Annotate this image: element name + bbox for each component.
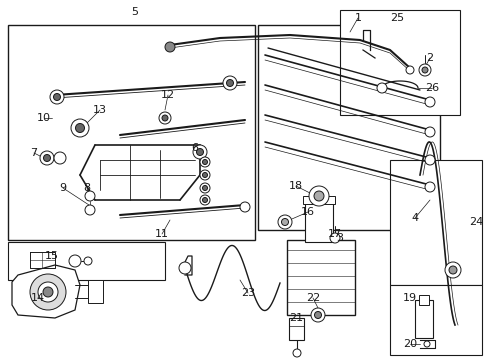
Circle shape: [310, 308, 325, 322]
Circle shape: [84, 257, 92, 265]
Polygon shape: [12, 265, 80, 318]
Circle shape: [405, 66, 413, 74]
Circle shape: [223, 76, 237, 90]
Circle shape: [54, 152, 66, 164]
Circle shape: [71, 119, 89, 137]
Circle shape: [196, 148, 203, 156]
Circle shape: [75, 123, 84, 132]
Bar: [339, 10, 459, 115]
Circle shape: [193, 145, 206, 159]
Bar: [389, 285, 481, 355]
Text: 23: 23: [241, 288, 255, 298]
Circle shape: [164, 42, 175, 52]
Text: 14: 14: [31, 293, 45, 303]
Circle shape: [30, 274, 66, 310]
Circle shape: [444, 262, 460, 278]
Circle shape: [448, 266, 456, 274]
Text: 13: 13: [93, 105, 107, 115]
Bar: [258, 25, 439, 230]
Circle shape: [50, 90, 64, 104]
Circle shape: [424, 97, 434, 107]
Circle shape: [424, 155, 434, 165]
Circle shape: [43, 287, 53, 297]
Bar: [303, 196, 334, 204]
Text: 18: 18: [288, 181, 303, 191]
Circle shape: [308, 186, 328, 206]
Circle shape: [202, 185, 207, 190]
Text: 6: 6: [191, 143, 198, 153]
Text: 4: 4: [410, 213, 418, 223]
Circle shape: [200, 157, 209, 167]
Text: 21: 21: [288, 313, 303, 323]
Bar: [8, 25, 254, 240]
Circle shape: [40, 151, 54, 165]
Circle shape: [202, 172, 207, 177]
Circle shape: [200, 195, 209, 205]
Circle shape: [226, 80, 233, 86]
Text: 15: 15: [45, 251, 59, 261]
Circle shape: [418, 64, 430, 76]
Text: 22: 22: [305, 293, 320, 303]
Circle shape: [292, 349, 301, 357]
Circle shape: [202, 159, 207, 165]
Text: 16: 16: [301, 207, 314, 217]
Circle shape: [278, 215, 291, 229]
Bar: [286, 240, 354, 315]
Circle shape: [69, 255, 81, 267]
Circle shape: [43, 154, 50, 162]
Circle shape: [53, 94, 61, 100]
Bar: [389, 160, 481, 285]
Text: 3: 3: [336, 233, 343, 243]
Text: 26: 26: [424, 83, 438, 93]
Text: 20: 20: [402, 339, 416, 349]
Text: 12: 12: [161, 90, 175, 100]
Text: 1: 1: [354, 13, 361, 23]
Circle shape: [423, 341, 429, 347]
Text: 5: 5: [131, 7, 138, 17]
Text: 8: 8: [83, 183, 90, 193]
Circle shape: [200, 183, 209, 193]
Text: 9: 9: [60, 183, 66, 193]
Text: 19: 19: [402, 293, 416, 303]
Text: 11: 11: [155, 229, 169, 239]
Circle shape: [179, 262, 191, 274]
Circle shape: [85, 205, 95, 215]
Circle shape: [38, 282, 58, 302]
Text: 2: 2: [426, 53, 433, 63]
Circle shape: [240, 202, 249, 212]
Bar: [418, 295, 428, 305]
Bar: [288, 318, 304, 340]
Circle shape: [376, 83, 386, 93]
Text: 7: 7: [30, 148, 38, 158]
Bar: [414, 300, 432, 338]
Circle shape: [200, 170, 209, 180]
Circle shape: [85, 191, 95, 201]
Circle shape: [202, 198, 207, 202]
Bar: [8, 242, 164, 280]
Circle shape: [159, 112, 171, 124]
Bar: [305, 200, 332, 242]
Bar: [88, 280, 103, 303]
Text: 25: 25: [389, 13, 403, 23]
Circle shape: [313, 191, 324, 201]
Circle shape: [162, 115, 168, 121]
Circle shape: [424, 127, 434, 137]
Circle shape: [329, 233, 339, 243]
Circle shape: [281, 219, 288, 225]
Circle shape: [314, 311, 321, 319]
Text: 17: 17: [327, 229, 342, 239]
Circle shape: [421, 67, 427, 73]
Text: 24: 24: [468, 217, 482, 227]
Text: 10: 10: [37, 113, 51, 123]
Circle shape: [424, 182, 434, 192]
